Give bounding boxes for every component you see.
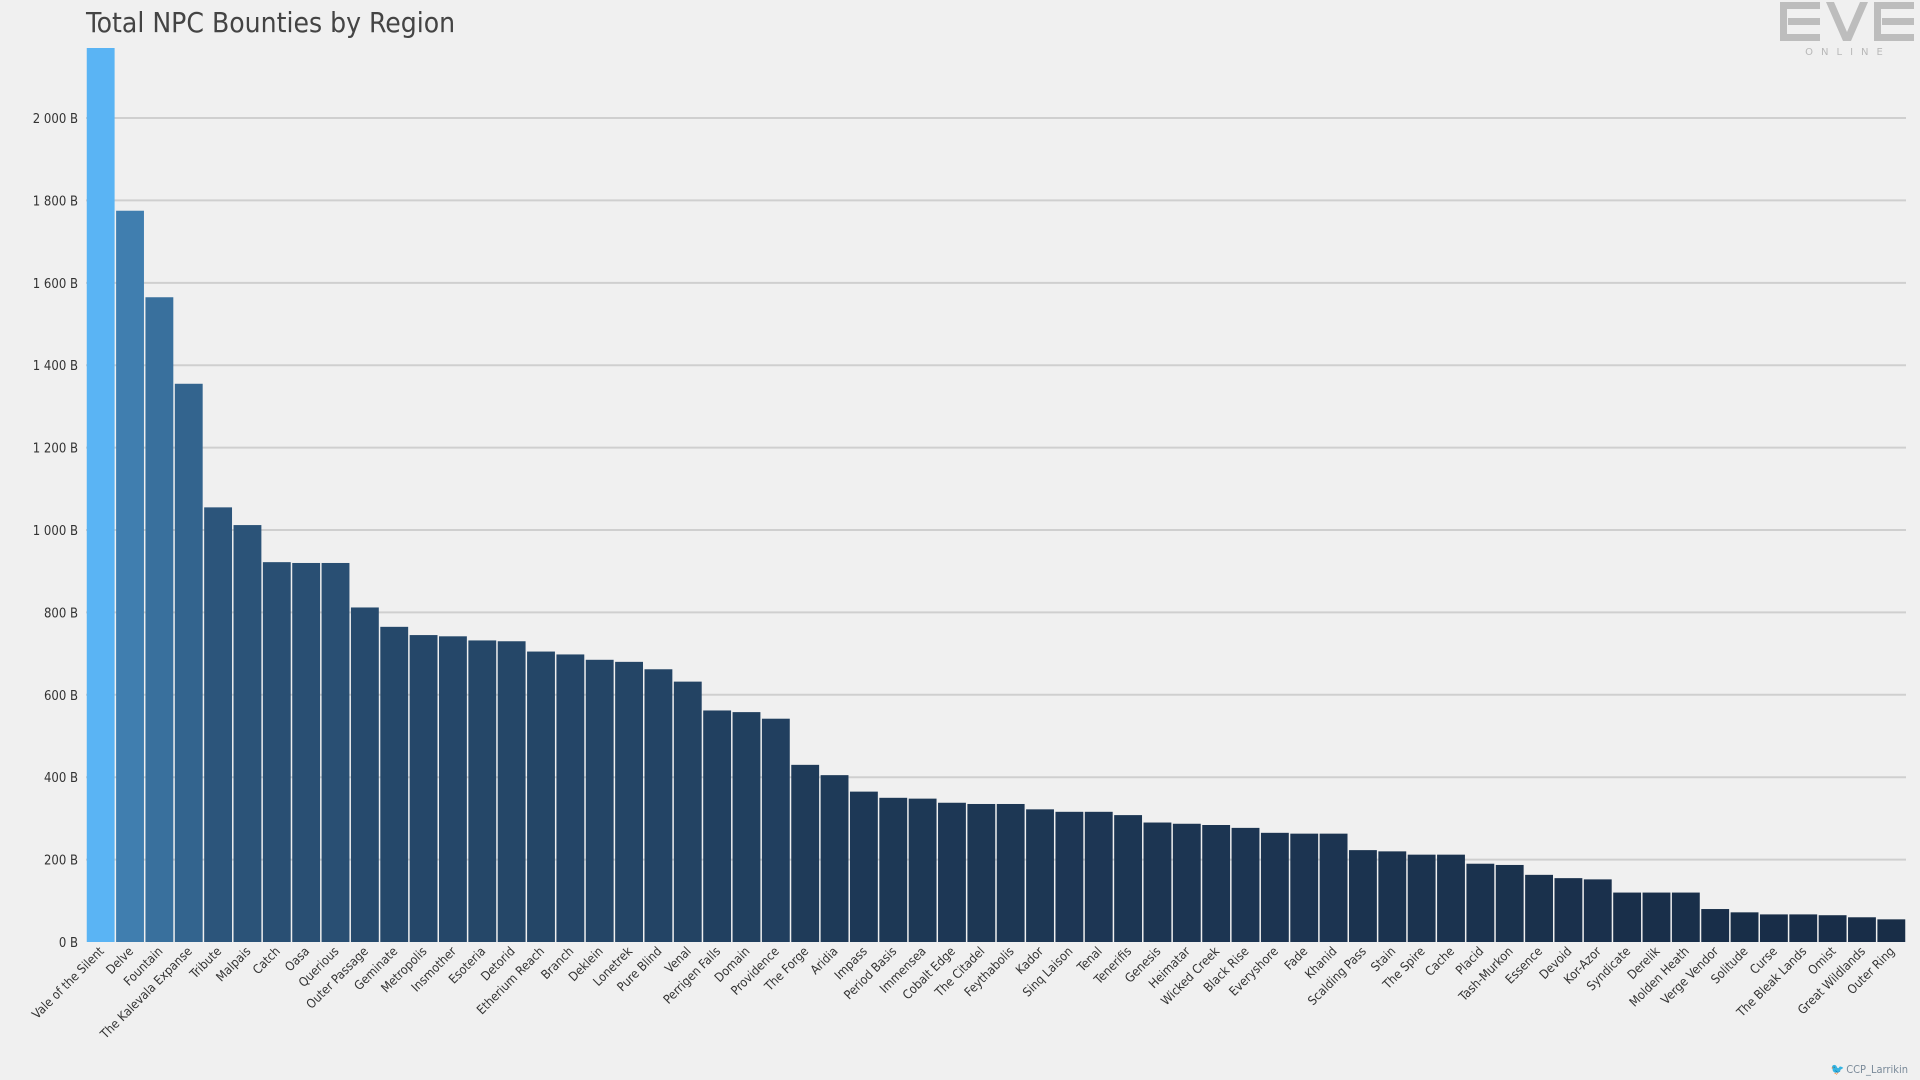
bar — [1848, 917, 1876, 942]
bar — [908, 798, 937, 942]
y-tick-label: 1 400 B — [33, 359, 78, 374]
bar — [1143, 822, 1172, 942]
bar — [732, 712, 761, 942]
y-tick-label: 1 000 B — [33, 524, 78, 539]
x-tick-label: Catch — [249, 944, 283, 978]
twitter-bird-icon: 🐦 — [1830, 1063, 1845, 1076]
bar — [350, 607, 379, 942]
bar — [145, 297, 174, 942]
bar — [1818, 915, 1847, 942]
bar — [820, 775, 849, 942]
bar — [1642, 892, 1671, 942]
bars — [86, 48, 1906, 942]
bar — [673, 681, 702, 942]
bar — [1378, 851, 1407, 942]
bar — [1114, 815, 1143, 942]
bar — [439, 636, 467, 942]
bar — [1172, 823, 1201, 942]
bar — [938, 802, 966, 942]
bar — [321, 562, 350, 942]
y-tick-label: 200 B — [44, 854, 78, 869]
bar — [1231, 827, 1260, 942]
y-tick-label: 2 000 B — [33, 112, 78, 127]
bar — [1260, 832, 1289, 942]
y-tick-label: 1 800 B — [33, 194, 78, 209]
bar — [1759, 914, 1788, 942]
bar — [1730, 912, 1759, 942]
bar — [292, 562, 321, 942]
bar — [1671, 892, 1700, 942]
y-tick-label: 0 B — [59, 936, 78, 951]
bar — [497, 641, 526, 942]
bar — [1084, 811, 1113, 942]
y-tick-label: 800 B — [44, 606, 78, 621]
x-tick-label: Vale of the Silent — [29, 943, 108, 1022]
bar — [86, 48, 115, 942]
bar — [1877, 919, 1906, 942]
bar — [262, 562, 291, 942]
bar — [1407, 854, 1436, 942]
bar — [233, 525, 262, 942]
bar — [556, 654, 585, 942]
eve-online-logo — [1780, 2, 1914, 41]
bar — [1583, 879, 1612, 942]
bar — [116, 210, 144, 942]
bar — [1701, 909, 1730, 942]
bar — [1319, 833, 1348, 942]
bar — [1554, 878, 1583, 942]
bar — [585, 659, 614, 942]
bar — [1437, 854, 1465, 942]
eve-online-logo-subtitle: ONLINE — [1805, 47, 1891, 58]
y-tick-label: 600 B — [44, 689, 78, 704]
bar — [468, 640, 497, 942]
bar — [174, 383, 203, 942]
author-handle: CCP_Larrikin — [1846, 1063, 1908, 1076]
y-tick-label: 1 600 B — [33, 277, 78, 292]
bar — [703, 710, 732, 942]
bar — [1055, 811, 1084, 942]
bar — [409, 635, 438, 942]
bar — [644, 669, 673, 942]
bar — [761, 718, 790, 942]
bar — [996, 803, 1025, 942]
chart-title: Total NPC Bounties by Region — [86, 6, 456, 39]
bar — [527, 651, 555, 942]
bar — [1466, 863, 1495, 942]
bar — [791, 764, 820, 942]
author-credit: 🐦 CCP_Larrikin — [1831, 1063, 1908, 1076]
bar — [1026, 809, 1054, 942]
bar — [1613, 892, 1642, 942]
bar — [1495, 864, 1524, 942]
bar — [380, 626, 409, 942]
y-tick-label: 400 B — [44, 771, 78, 786]
bar — [1290, 833, 1319, 942]
bar — [1202, 824, 1231, 942]
bar — [1349, 850, 1377, 942]
bar — [879, 797, 908, 942]
bar — [1789, 914, 1818, 942]
bar — [849, 791, 878, 942]
bar — [615, 661, 643, 942]
bar — [967, 803, 996, 942]
y-tick-label: 1 200 B — [33, 442, 78, 457]
bar — [1525, 874, 1553, 942]
bar — [204, 507, 233, 942]
x-tick-label: Cache — [1422, 943, 1457, 978]
y-axis-tick-labels: 0 B 200 B 400 B 600 B 800 B 1 000 B 1 200 B 1 4… — [33, 112, 78, 951]
